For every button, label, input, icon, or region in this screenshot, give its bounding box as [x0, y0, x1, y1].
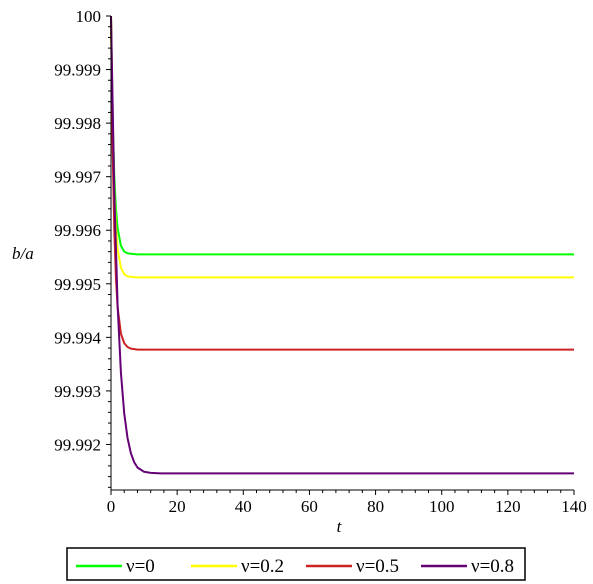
plot-area — [110, 15, 574, 475]
legend-label-1: ν=0.2 — [241, 556, 284, 577]
x-tick-label: 60 — [301, 497, 318, 516]
x-axis-label: t — [337, 517, 343, 536]
series-line-3 — [110, 15, 574, 475]
legend-label-2: ν=0.5 — [356, 556, 399, 577]
y-tick-label: 99.997 — [54, 168, 101, 187]
axes: 0 20 40 60 80 100 120 140 99.992 99.993 99.994 99.9… — [54, 7, 587, 516]
x-tick-label: 40 — [235, 497, 252, 516]
series-line-1 — [110, 15, 574, 279]
y-tick-label: 99.996 — [54, 221, 101, 240]
legend-box — [66, 547, 526, 581]
series-line-0 — [110, 15, 574, 256]
x-tick-label: 0 — [107, 497, 116, 516]
legend-label-3: ν=0.8 — [471, 556, 514, 577]
y-tick-label: 99.994 — [54, 328, 101, 347]
y-tick-label: 99.998 — [54, 114, 101, 133]
legend-label-0: ν=0 — [126, 556, 155, 577]
y-tick-label: 99.992 — [54, 435, 101, 454]
x-tick-label: 80 — [367, 497, 384, 516]
y-tick-label: 99.993 — [54, 382, 101, 401]
series-line-2 — [110, 15, 574, 351]
y-tick-label: 100 — [76, 7, 102, 26]
x-tick-label: 20 — [169, 497, 186, 516]
x-tick-label: 120 — [495, 497, 521, 516]
y-axis-label: b/a — [12, 244, 34, 263]
legend: ν=0 ν=0.2 ν=0.5 ν=0.8 — [66, 547, 526, 581]
y-tick-label: 99.999 — [54, 61, 101, 80]
x-tick-label: 140 — [561, 497, 587, 516]
y-tick-label: 99.995 — [54, 275, 101, 294]
x-tick-label: 100 — [429, 497, 455, 516]
